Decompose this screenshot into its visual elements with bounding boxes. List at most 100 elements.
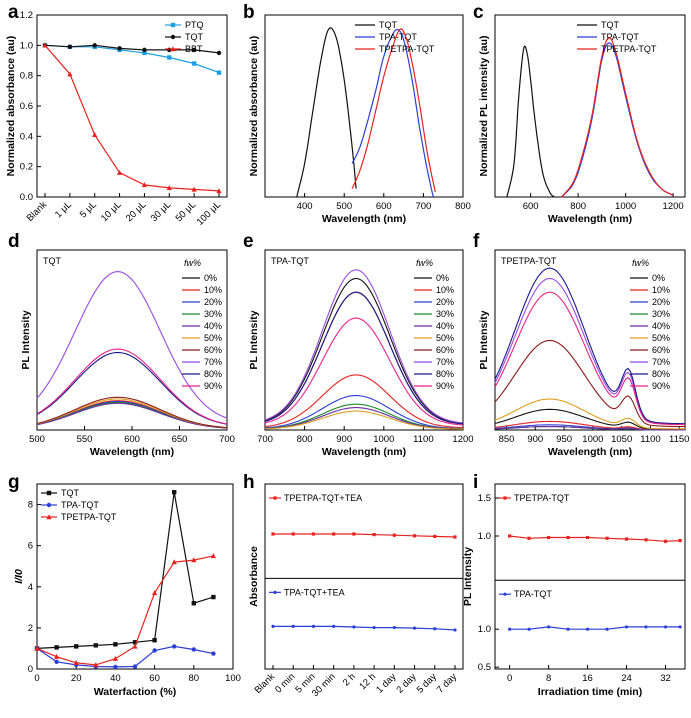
panel-g-point xyxy=(191,601,196,606)
panel-h-xtick-label: 1 day xyxy=(374,671,398,695)
panel-i-series-line xyxy=(509,626,681,630)
panel-e-legend-label: 40% xyxy=(436,321,454,331)
panel-a-point xyxy=(216,50,222,56)
panel-d-xlabel: Wavelength (nm) xyxy=(90,446,174,458)
panel-c-legend-label: TPA-TQT xyxy=(601,32,639,42)
panel-i-ytick-label: 1.5 xyxy=(478,493,491,504)
panel-c-series-line xyxy=(561,37,674,198)
panel-d-xtick-label: 500 xyxy=(29,434,45,445)
panel-g-legend-marker xyxy=(46,490,52,496)
panel-g-point xyxy=(191,647,196,652)
panel-a-point xyxy=(216,70,222,75)
panel-g-point xyxy=(172,490,177,495)
panel-c-frame xyxy=(494,14,686,198)
panel-a-legend-label: BBT xyxy=(185,44,203,54)
panel-g-point xyxy=(112,655,118,661)
panel-f-letter: f xyxy=(473,231,480,252)
panel-h-point xyxy=(453,628,457,632)
panel-g-series-line xyxy=(36,645,214,668)
panel-a-legend-marker xyxy=(170,34,176,40)
panel-f-legend-label: 90% xyxy=(652,381,670,391)
panel-e-xlabel: Wavelength (nm) xyxy=(322,446,406,458)
panel-f-series-line xyxy=(494,426,685,431)
panel-h-point xyxy=(271,532,275,536)
panel-e-xtick-label: 800 xyxy=(297,434,313,445)
panel-b-frame xyxy=(264,14,464,198)
panel-b-xtick-label: 700 xyxy=(415,201,431,212)
panel-b-legend-label: TPA-TQT xyxy=(379,32,417,42)
panel-a-frame xyxy=(36,14,228,198)
panel-a-xtick-label: 20 μL xyxy=(124,199,149,224)
panel-b-series-line xyxy=(351,28,434,198)
panel-a-point xyxy=(92,132,98,138)
panel-a-point xyxy=(142,47,147,53)
panel-i-point xyxy=(678,538,682,543)
panel-a-letter: a xyxy=(8,2,19,23)
panel-g-xtick-label: 20 xyxy=(71,673,82,684)
panel-i-xlabel: Irradiation time (min) xyxy=(538,686,642,698)
panel-g-point xyxy=(93,662,99,668)
panel-a-point xyxy=(117,46,122,51)
panel-e-series-line xyxy=(264,317,464,426)
panel-d-ylabel: PL Intensity xyxy=(20,310,32,369)
panel-c-series-line xyxy=(506,45,555,198)
panel-h-point xyxy=(392,533,396,537)
panel-h-point xyxy=(453,535,457,539)
panel-b-xtick-label: 600 xyxy=(376,201,392,212)
panel-g-legend-marker xyxy=(46,514,52,520)
panel-i-point xyxy=(546,625,551,629)
panel-e-xtick-label: 1000 xyxy=(373,434,394,445)
panel-c-letter: c xyxy=(473,2,484,23)
panel-h-xtick-label: 0 min xyxy=(273,671,297,695)
panel-i-xtick-label: 8 xyxy=(546,673,551,684)
panel-g-xtick-label: 100 xyxy=(225,673,241,684)
panel-g-xtick-label: 40 xyxy=(110,673,121,684)
panel-a-point xyxy=(191,61,197,66)
panel-i-point xyxy=(546,535,551,540)
panel-b-ylabel: Normalized absorbance (au) xyxy=(248,36,260,177)
panel-f-xtick-label: 1050 xyxy=(611,434,632,445)
panel-h-xtick-label: 2 h xyxy=(341,671,358,688)
panel-d-series-line xyxy=(36,396,228,429)
panel-e-annotation: TPA-TQT xyxy=(271,256,309,266)
panel-g-point xyxy=(34,645,40,651)
panel-h-point xyxy=(332,532,336,536)
panel-a-series-line xyxy=(44,44,220,54)
panel-e-series-line xyxy=(264,291,464,425)
panel-c-xlabel: Wavelength (nm) xyxy=(548,213,632,225)
panel-i-xtick-label: 16 xyxy=(582,673,593,684)
panel-a-point xyxy=(167,47,172,53)
panel-a-legend-marker xyxy=(170,46,176,52)
panel-g-point xyxy=(113,642,118,647)
panel-a-series-line xyxy=(44,44,220,192)
panel-f-series-line xyxy=(494,339,685,428)
panel-h-point xyxy=(332,624,336,628)
panel-d-legend-label: 10% xyxy=(204,285,222,295)
panel-g-point xyxy=(74,644,79,649)
panel-i-point xyxy=(678,625,682,629)
panel-a-xtick-label: 100 μL xyxy=(195,199,223,227)
panel-i-frame xyxy=(494,483,686,670)
panel-g-letter: g xyxy=(8,472,20,493)
panel-f-xtick-label: 950 xyxy=(556,434,572,445)
panel-h-point xyxy=(311,624,316,628)
panel-h-xtick-label: Blank xyxy=(253,671,278,696)
panel-a-point xyxy=(42,42,48,48)
panel-d-letter: d xyxy=(8,231,20,252)
panel-g-ylabel: I/I0 xyxy=(13,569,25,584)
panel-a-xtick-label: 10 μL xyxy=(99,199,124,224)
panel-h-point xyxy=(412,626,417,630)
panel-g-legend-marker xyxy=(46,502,52,508)
panel-a-point xyxy=(167,55,172,60)
panel-f-legend-label: 80% xyxy=(652,369,670,379)
panel-d-series-line xyxy=(36,348,228,425)
panel-h-point xyxy=(271,624,275,628)
panel-f-series-line xyxy=(494,267,685,425)
panel-a-xtick-label: 30 μL xyxy=(149,199,174,224)
panel-a-point xyxy=(67,44,73,50)
panel-f-legend-label: 30% xyxy=(652,309,670,319)
panel-e-letter: e xyxy=(243,231,254,252)
panel-h-series-line xyxy=(273,533,456,538)
panel-h-xtick-label: 30 min xyxy=(310,671,338,699)
panel-h-point xyxy=(352,625,356,629)
